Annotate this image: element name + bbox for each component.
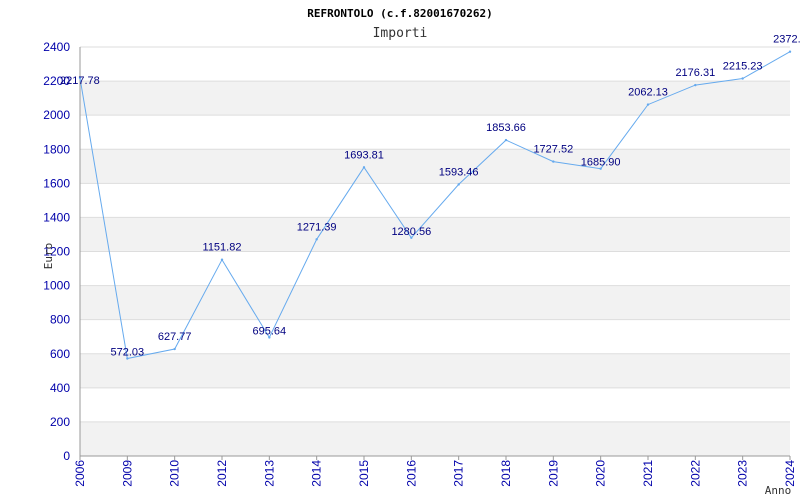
data-label: 1685.90 [581,157,621,169]
y-tick-label: 2000 [43,108,70,122]
y-tick-label: 200 [50,415,70,429]
data-label: 1280.56 [391,226,431,238]
data-point [220,258,224,261]
data-point [504,138,508,142]
series-group [78,50,792,360]
data-point [78,76,82,80]
x-tick-label: 2014 [310,460,324,487]
chart-subtitle: Importi [373,26,428,41]
data-label: 1271.39 [297,221,337,233]
data-point [741,77,744,80]
data-point [173,347,176,351]
data-label: 695.64 [253,325,287,337]
series-line [79,51,791,360]
y-tick-label: 1200 [43,245,70,259]
y-axis-label: Euro [42,243,55,270]
x-ticks: 2006 2009 2010 2012 2013 2014 2015 2016 2017 2018… [73,456,797,487]
y-tick-label: 1800 [43,142,70,156]
data-point [788,50,792,53]
x-tick-label: 2012 [215,460,229,487]
grid-band [80,81,790,116]
x-tick-label: 2016 [404,460,418,487]
y-tick-label: 1000 [43,279,70,293]
y-tick-label: 0 [63,449,70,463]
data-point [646,103,650,106]
x-tick-label: 2018 [499,460,513,487]
x-tick-label: 2019 [546,460,560,487]
data-label: 1151.82 [203,242,242,254]
y-tick-label: 600 [50,347,70,361]
grid-band [80,353,790,388]
grid-band [80,217,790,252]
y-tick-label: 2200 [43,74,70,88]
x-tick-label: 2017 [452,460,466,487]
x-tick-label: 2009 [120,460,134,487]
grid-bands [80,81,790,456]
x-tick-label: 2024 [783,460,797,487]
data-label: 1593.46 [439,166,479,178]
data-label: 2372.3 [773,34,800,46]
grid-lines [80,46,790,457]
x-tick-label: 2006 [73,460,87,487]
data-point [315,238,318,241]
data-label: 2176.31 [675,67,715,79]
chart-title: REFRONTOLO (c.f.82001670262) [307,7,492,20]
data-label: 627.77 [158,331,192,343]
data-label: 2217.78 [60,75,100,87]
x-axis-label: Anno [765,484,792,497]
data-label: 2062.13 [628,87,668,99]
data-point [599,167,602,170]
y-tick-label: 2400 [43,40,70,54]
x-tick-label: 2023 [736,460,750,487]
data-point [457,183,460,186]
grid-band [80,149,790,184]
data-label: 2215.23 [723,60,763,72]
y-tick-label: 800 [50,313,70,327]
data-label: 1853.66 [486,122,526,134]
y-tick-label: 400 [50,381,70,395]
data-point [694,83,697,87]
data-labels: 2217.78 572.03 627.77 1151.82 695.64 1271.39 1… [60,34,800,359]
data-label: 572.03 [111,347,145,359]
y-tick-label: 1400 [43,210,70,224]
x-tick-label: 2021 [641,460,655,487]
x-tick-label: 2015 [357,460,371,487]
grid-band [80,421,790,456]
data-label: 1693.81 [344,149,384,161]
data-point [552,160,555,163]
x-tick-label: 2010 [168,460,182,487]
grid-band [80,285,790,320]
data-point [410,236,413,239]
x-tick-label: 2022 [688,460,702,487]
x-tick-label: 2013 [262,460,276,487]
y-ticks: 0 200 400 600 800 1000 1200 1400 1600 1800 2000 220… [43,40,70,463]
y-tick-label: 1600 [43,176,70,190]
data-label: 1727.52 [533,144,573,156]
data-point [362,166,366,169]
data-point [126,357,129,360]
data-point [268,336,271,339]
x-tick-label: 2020 [594,460,608,487]
